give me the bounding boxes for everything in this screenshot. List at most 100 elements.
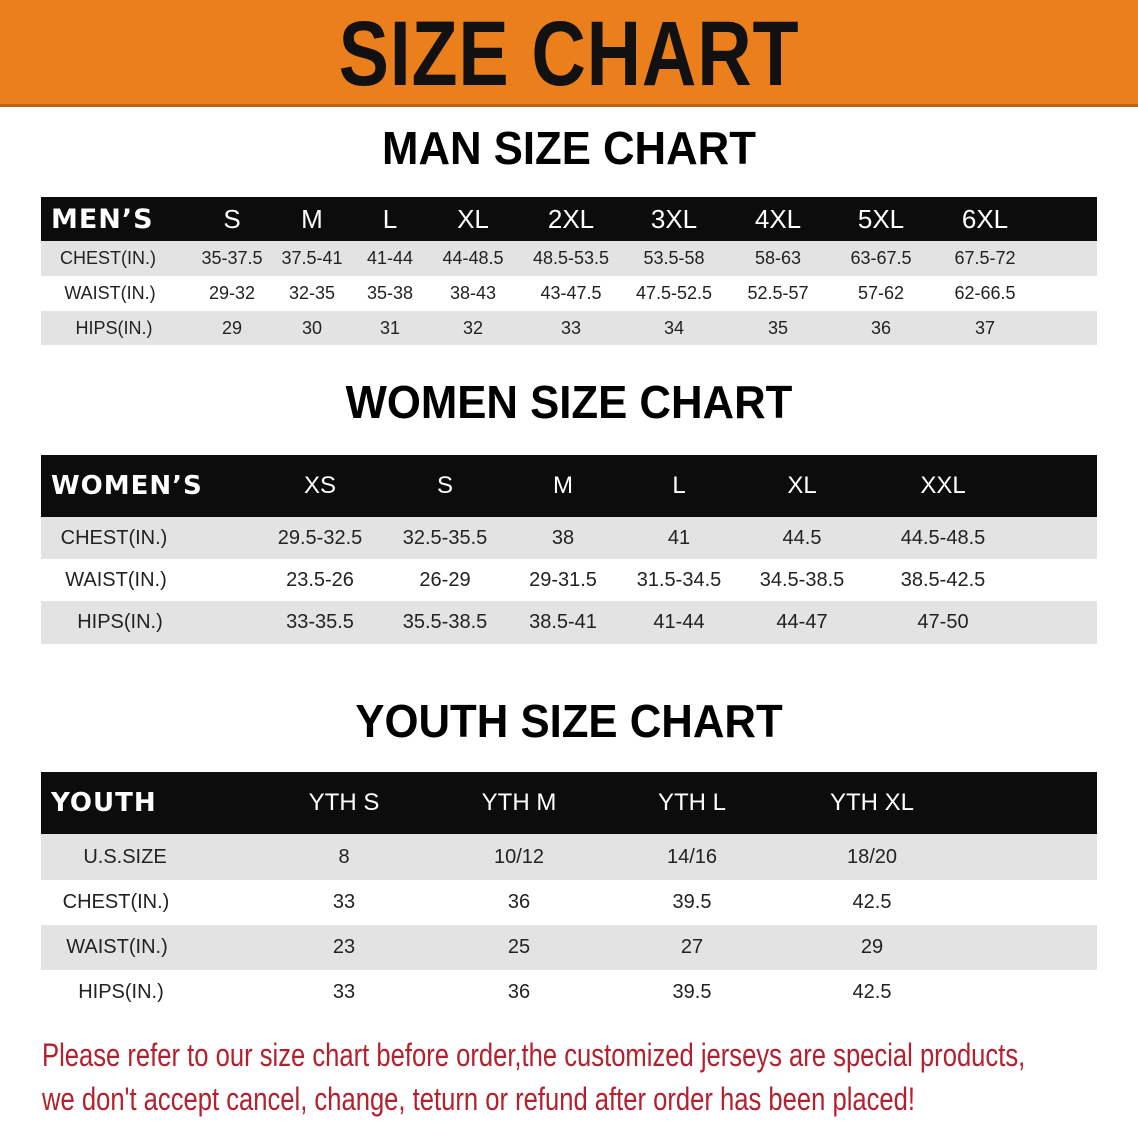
measurement-value: 38 — [551, 526, 575, 549]
men-size-table: MEN’S S M L XL 2XL 3XL 4XL 5XL 6XL CHEST(IN.) 35-37… — [41, 197, 1097, 345]
measurement-label: CHEST(IN.) — [62, 891, 170, 913]
measurement-value: 36 — [507, 891, 531, 913]
table-row: WAIST(IN.) 29-32 32-35 35-38 38-43 43-47.5 47.… — [41, 276, 1097, 311]
measurement-value: 10/12 — [493, 845, 545, 868]
measurement-value: 48.5-53.5 — [532, 248, 610, 268]
table-row: CHEST(IN.) 33 36 39.5 42.5 — [41, 880, 1097, 925]
measurement-value: 14/16 — [666, 845, 718, 868]
measurement-label: WAIST(IN.) — [65, 568, 167, 591]
measurement-value: 34.5-38.5 — [759, 568, 845, 591]
measurement-value: 63-67.5 — [850, 248, 912, 268]
size-header-cell: M — [301, 203, 323, 234]
measurement-value: 38.5-42.5 — [900, 568, 986, 591]
women-section-title: WOMEN SIZE CHART — [345, 376, 793, 428]
measurement-value: 32-35 — [288, 283, 336, 303]
measurement-value: 36 — [870, 317, 892, 338]
measurement-value: 37 — [974, 317, 996, 338]
measurement-value: 39.5 — [672, 891, 712, 913]
measurement-label: WAIST(IN.) — [66, 936, 168, 958]
measurement-value: 31.5-34.5 — [636, 568, 722, 591]
measurement-value: 38-43 — [449, 283, 497, 303]
table-title-cell: YOUTH — [51, 788, 157, 818]
measurement-value: 44-47 — [776, 611, 828, 633]
measurement-value: 42.5 — [852, 891, 892, 913]
measurement-value: 58-63 — [754, 248, 802, 268]
measurement-value: 39.5 — [672, 981, 712, 1003]
measurement-label: U.S.SIZE — [83, 845, 167, 868]
measurement-value: 67.5-72 — [954, 248, 1016, 268]
table-header-row: YOUTH YTH S YTH M YTH L YTH XL — [41, 772, 1097, 834]
measurement-value: 33 — [560, 317, 582, 338]
measurement-value: 27 — [680, 936, 704, 958]
measurement-value: 23.5-26 — [286, 568, 354, 591]
table-row: WAIST(IN.) 23 25 27 29 — [41, 925, 1097, 970]
measurement-value: 29-31.5 — [529, 568, 597, 591]
measurement-value: 47-50 — [917, 611, 969, 633]
measurement-label: CHEST(IN.) — [60, 526, 168, 549]
measurement-value: 35.5-38.5 — [402, 611, 488, 633]
banner: SIZE CHART — [0, 0, 1138, 107]
size-header-cell: M — [553, 472, 573, 499]
measurement-value: 62-66.5 — [954, 283, 1016, 303]
measurement-value: 33 — [332, 891, 356, 913]
notice-line-1: Please refer to our size chart before or… — [42, 1037, 1026, 1073]
page-title: SIZE CHART — [338, 3, 800, 105]
measurement-value: 18/20 — [846, 845, 898, 868]
size-header-cell: XL — [787, 472, 817, 499]
size-header-cell: 3XL — [650, 203, 698, 234]
table-row: CHEST(IN.) 35-37.5 37.5-41 41-44 44-48.5 48.5… — [41, 241, 1097, 276]
women-size-table: WOMEN’S XS S M L XL XXL CHEST(IN.) 29.5-32.5 32.5… — [41, 455, 1097, 644]
size-header-cell: 4XL — [754, 203, 802, 234]
size-header-cell: S — [436, 472, 454, 499]
size-header-cell: YTH XL — [829, 789, 915, 816]
table-header-row: WOMEN’S XS S M L XL XXL — [41, 455, 1097, 517]
size-header-cell: XS — [303, 472, 337, 499]
size-header-cell: L — [672, 472, 686, 499]
measurement-value: 35 — [767, 317, 789, 338]
measurement-value: 41-44 — [653, 611, 705, 633]
measurement-value: 43-47.5 — [540, 283, 602, 303]
measurement-value: 31 — [379, 317, 401, 338]
size-header-cell: L — [382, 203, 398, 234]
table-title-cell: WOMEN’S — [51, 471, 203, 501]
measurement-value: 35-38 — [366, 283, 414, 303]
table-row: U.S.SIZE 8 10/12 14/16 18/20 — [41, 834, 1097, 880]
measurement-value: 29 — [860, 936, 884, 958]
table-row: WAIST(IN.) 23.5-26 26-29 29-31.5 31.5-34.5 34… — [41, 559, 1097, 601]
measurement-value: 29.5-32.5 — [277, 526, 363, 549]
table-row: HIPS(IN.) 33-35.5 35.5-38.5 38.5-41 41-44 44-… — [41, 601, 1097, 644]
table-header-row: MEN’S S M L XL 2XL 3XL 4XL 5XL 6XL — [41, 197, 1097, 241]
measurement-value: 32 — [462, 317, 484, 338]
measurement-value: 33 — [332, 981, 356, 1003]
measurement-value: 34 — [663, 317, 685, 338]
measurement-value: 41-44 — [366, 248, 414, 268]
measurement-value: 37.5-41 — [281, 248, 343, 268]
table-row: HIPS(IN.) 33 36 39.5 42.5 — [41, 970, 1097, 1015]
size-header-cell: YTH S — [308, 789, 380, 816]
measurement-label: WAIST(IN.) — [64, 283, 156, 303]
size-header-cell: 5XL — [857, 203, 905, 234]
measurement-label: CHEST(IN.) — [60, 248, 156, 268]
size-header-cell: YTH L — [657, 789, 727, 816]
measurement-value: 26-29 — [419, 568, 471, 591]
measurement-value: 52.5-57 — [747, 283, 809, 303]
measurement-value: 38.5-41 — [529, 611, 597, 633]
size-header-cell: S — [223, 203, 241, 234]
measurement-value: 25 — [507, 936, 531, 958]
size-header-cell: 2XL — [547, 203, 595, 234]
measurement-label: HIPS(IN.) — [75, 317, 153, 338]
measurement-value: 47.5-52.5 — [635, 283, 713, 303]
table-title-cell: MEN’S — [51, 203, 154, 235]
measurement-value: 57-62 — [857, 283, 905, 303]
size-header-cell: YTH M — [481, 789, 557, 816]
measurement-value: 53.5-58 — [643, 248, 705, 268]
measurement-value: 41 — [667, 526, 691, 549]
measurement-label: HIPS(IN.) — [78, 981, 164, 1003]
measurement-label: HIPS(IN.) — [77, 611, 163, 633]
youth-section-title: YOUTH SIZE CHART — [355, 695, 783, 747]
measurement-value: 8 — [338, 845, 350, 868]
measurement-value: 35-37.5 — [201, 248, 263, 268]
measurement-value: 44.5 — [782, 526, 822, 549]
measurement-value: 29 — [221, 317, 243, 338]
measurement-value: 33-35.5 — [286, 611, 354, 633]
